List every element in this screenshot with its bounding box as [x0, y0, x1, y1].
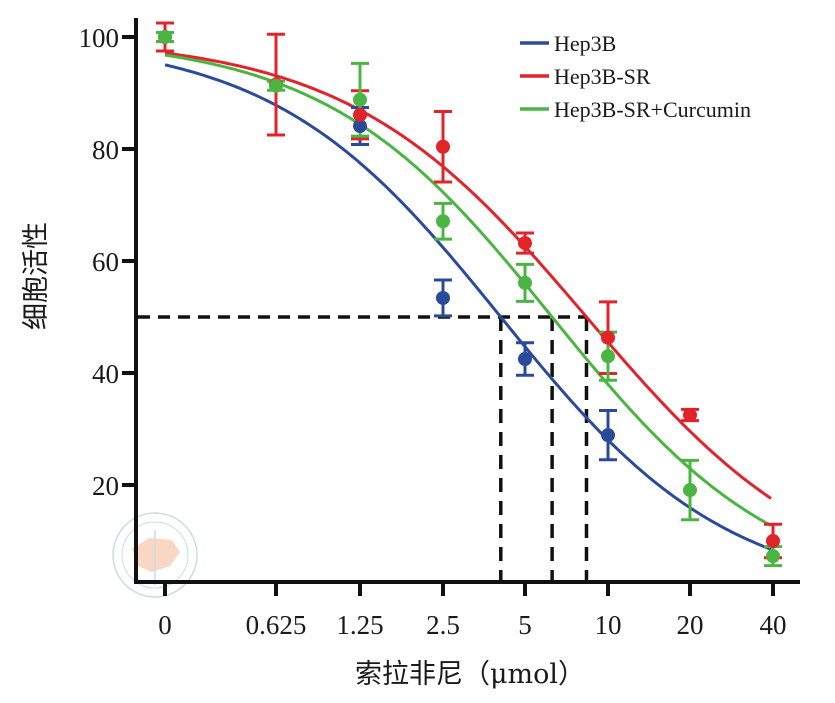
data-point-hep3b-sr [353, 107, 367, 122]
data-point-hep3b-sr [766, 534, 780, 548]
x-axis-ticks: 0 0.625 1.25 2.5 5 10 20 40 [158, 582, 787, 640]
x-tick-label: 2.5 [426, 610, 460, 640]
x-tick-label: 10 [595, 610, 622, 640]
data-point-hep3b-sr [683, 408, 697, 422]
data-point-hep3b-sr-curcumin [766, 549, 780, 564]
ic50-reference-lines [138, 315, 589, 582]
x-tick-label: 40 [760, 610, 787, 640]
legend-label: Hep3B-SR+Curcumin [554, 97, 751, 122]
data-point-hep3b-sr [601, 330, 615, 345]
data-point-hep3b [601, 428, 615, 443]
watermark-seal-icon [112, 512, 198, 598]
data-point-hep3b-sr-curcumin [353, 92, 367, 107]
data-point-hep3b [436, 290, 450, 305]
y-tick-label: 20 [92, 471, 119, 501]
x-tick-label: 5 [518, 610, 532, 640]
legend: Hep3B Hep3B-SR Hep3B-SR+Curcumin [520, 31, 751, 122]
data-point-hep3b-sr [518, 236, 532, 251]
data-point-hep3b-sr-curcumin [518, 275, 532, 290]
data-point-hep3b-sr-curcumin [436, 214, 450, 229]
y-tick-label: 100 [79, 23, 120, 53]
x-tick-label: 0.625 [246, 610, 307, 640]
data-point-hep3b-sr [436, 139, 450, 154]
x-tick-label: 20 [677, 610, 704, 640]
legend-label: Hep3B-SR [554, 64, 651, 89]
y-axis-ticks: 20 40 60 80 100 [79, 23, 136, 501]
y-tick-label: 40 [92, 359, 119, 389]
y-axis-title: 细胞活性 [21, 222, 52, 330]
x-axis-title: 索拉非尼（μmol） [355, 659, 585, 690]
y-tick-label: 80 [92, 135, 119, 165]
fit-curve-hep3b-sr [164, 51, 772, 500]
fit-curve-hep3b [164, 63, 772, 551]
fit-curves [164, 51, 772, 551]
data-points [158, 30, 780, 564]
x-tick-label: 0 [158, 610, 172, 640]
legend-label: Hep3B [554, 31, 616, 56]
y-tick-label: 60 [92, 247, 119, 277]
data-point-hep3b-sr-curcumin [269, 78, 283, 93]
fit-curve-hep3b-sr-curcumin [164, 53, 772, 527]
data-point-hep3b [518, 352, 532, 366]
data-point-hep3b [353, 119, 367, 134]
data-point-hep3b-sr-curcumin [601, 349, 615, 364]
data-point-hep3b-sr-curcumin [158, 30, 172, 44]
data-point-hep3b-sr-curcumin [683, 483, 697, 498]
x-tick-label: 1.25 [336, 610, 383, 640]
